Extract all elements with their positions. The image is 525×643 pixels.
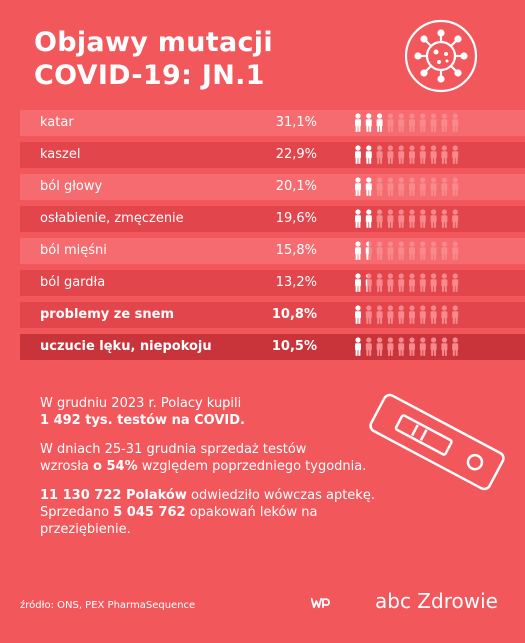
row-label: katar [40, 115, 74, 130]
title-line-1: Objawy mutacji [34, 27, 273, 58]
person-icons [355, 305, 459, 324]
row-background [20, 174, 525, 200]
wp-logo-icon [311, 597, 330, 609]
row-label: ból głowy [40, 179, 103, 194]
row-background [20, 110, 525, 136]
row-value: 22,9% [275, 147, 317, 162]
chart-row: problemy ze snem 10,8% [0, 302, 525, 328]
fact-3-part-1: 11 130 722 Polaków [40, 488, 187, 503]
row-value: 10,5% [271, 339, 317, 354]
row-value: 13,2% [275, 275, 317, 290]
chart-row: osłabienie, zmęczenie 19,6% [0, 206, 525, 232]
row-label: osłabienie, zmęczenie [40, 211, 184, 226]
fact-1-line-a: W grudniu 2023 r. Polacy kupili [40, 396, 242, 411]
fact-3-part-5: opakowań leków na przeziębienie. [40, 505, 318, 537]
row-value: 31,1% [275, 115, 317, 130]
page-title: Objawy mutacji COVID-19: JN.1 [34, 26, 273, 92]
chart-row: kaszel 22,9% [0, 142, 525, 168]
fact-2-part-2: o 54% [93, 459, 138, 474]
row-background [20, 238, 525, 264]
person-icons [355, 337, 459, 356]
chart-row: ból gardła 13,2% [0, 270, 525, 296]
row-value: 20,1% [275, 179, 317, 194]
person-icons [355, 209, 459, 228]
brand-name: abc Zdrowie [375, 589, 498, 613]
fact-2: W dniach 25-31 grudnia sprzedaż testów w… [40, 441, 400, 475]
fact-2-part-3: względem poprzedniego tygodnia. [137, 459, 367, 474]
row-value: 10,8% [271, 307, 317, 322]
facts-block: W grudniu 2023 r. Polacy kupili 1 492 ty… [40, 395, 400, 550]
person-icons [355, 177, 459, 196]
row-value: 15,8% [275, 243, 317, 258]
person-icons [355, 241, 459, 260]
person-icons [355, 145, 459, 164]
source-note: źródło: ONS, PEX PharmaSequence [20, 600, 196, 611]
person-icons [355, 113, 459, 132]
row-label: ból mięśni [40, 243, 107, 258]
row-background [20, 142, 525, 168]
row-label: ból gardła [40, 275, 106, 290]
fact-1-line-b: 1 492 tys. testów na COVID. [40, 413, 245, 428]
fact-3-part-3: Sprzedano [40, 505, 114, 520]
row-background [20, 206, 525, 232]
title-line-2: COVID-19: JN.1 [34, 60, 265, 91]
chart-row: uczucie lęku, niepokoju 10,5% [0, 334, 525, 360]
chart-row: katar 31,1% [0, 110, 525, 136]
fact-2-part-1: wzrosła [40, 459, 94, 474]
fact-3: 11 130 722 Polaków odwiedziło wówczas ap… [40, 487, 400, 538]
row-value: 19,6% [275, 211, 317, 226]
row-label: problemy ze snem [40, 307, 175, 322]
fact-2-line-a: W dniach 25-31 grudnia sprzedaż testów [40, 442, 307, 457]
row-background [20, 302, 525, 328]
fact-3-part-4: 5 045 762 [113, 505, 186, 520]
row-background [20, 270, 525, 296]
row-label: uczucie lęku, niepokoju [40, 339, 212, 354]
virus-icon [404, 19, 478, 93]
chart-row: ból mięśni 15,8% [0, 238, 525, 264]
chart-row: ból głowy 20,1% [0, 174, 525, 200]
symptom-chart: katar 31,1% kaszel 22,9% ból głowy 20,1% osłab… [0, 110, 525, 366]
person-icons [355, 273, 459, 292]
fact-3-part-2: odwiedziło wówczas aptekę. [186, 488, 375, 503]
fact-1: W grudniu 2023 r. Polacy kupili 1 492 ty… [40, 395, 400, 429]
row-background [20, 334, 525, 360]
covid-test-icon [369, 393, 505, 491]
row-label: kaszel [40, 147, 81, 162]
